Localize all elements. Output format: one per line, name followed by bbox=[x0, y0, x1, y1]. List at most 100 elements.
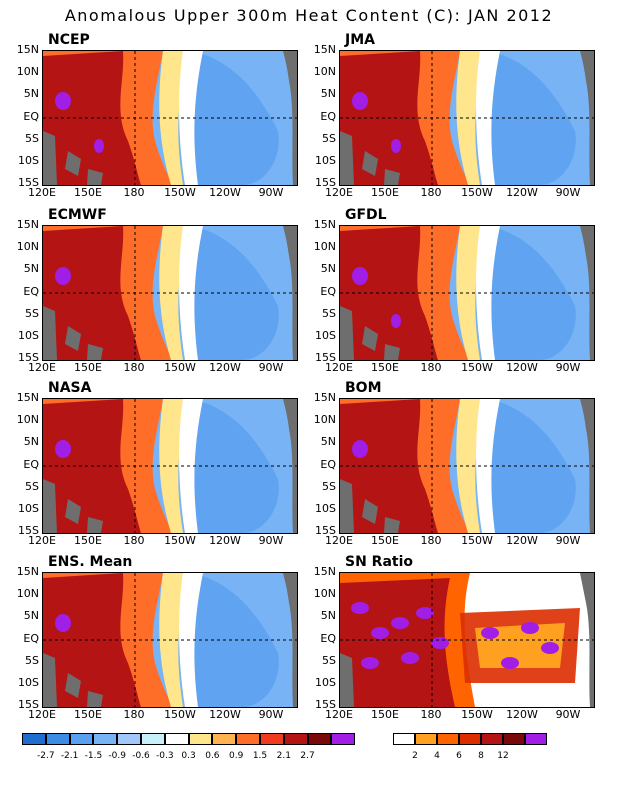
colorbar-label: -0.9 bbox=[108, 751, 126, 761]
heat-content-field bbox=[43, 226, 297, 360]
lat-tick-label: 5S bbox=[322, 132, 336, 145]
colorbar-label: 2 bbox=[412, 751, 418, 761]
lat-tick-label: 10N bbox=[313, 587, 336, 600]
lon-tick-label: 150W bbox=[164, 708, 196, 721]
heat-content-field bbox=[340, 226, 594, 360]
lat-tick-label: 15N bbox=[16, 218, 39, 231]
heat-content-field bbox=[340, 51, 594, 185]
panel-title: BOM bbox=[345, 380, 382, 396]
colorbar-label: 4 bbox=[434, 751, 440, 761]
lat-tick-label: 15N bbox=[313, 43, 336, 56]
figure-title: Anomalous Upper 300m Heat Content (C): J… bbox=[64, 6, 554, 25]
lon-tick-label: 180 bbox=[123, 708, 145, 721]
lat-tick-label: 5N bbox=[23, 609, 39, 622]
lon-tick-label: 150E bbox=[371, 708, 399, 721]
lon-tick-label: 180 bbox=[420, 186, 442, 199]
lon-tick-label: 120W bbox=[506, 186, 538, 199]
colorbar-swatch bbox=[69, 733, 94, 745]
lat-tick-label: 15N bbox=[16, 565, 39, 578]
lon-tick-label: 150W bbox=[164, 534, 196, 547]
lon-tick-label: 180 bbox=[420, 708, 442, 721]
lon-tick-label: 120W bbox=[209, 534, 241, 547]
map-plot bbox=[339, 50, 595, 186]
map-panel: NCEP 15N 10N 5N EQ 5S 10S 15S 120E 150E 180 150W 120… bbox=[0, 30, 304, 204]
colorbar-swatch bbox=[459, 733, 481, 745]
map-plot bbox=[42, 398, 298, 534]
map-plot bbox=[42, 572, 298, 708]
colorbar-swatch bbox=[283, 733, 308, 745]
colorbar-swatch bbox=[331, 733, 356, 745]
lon-tick-label: 120W bbox=[506, 361, 538, 374]
lon-tick-label: 150W bbox=[461, 534, 493, 547]
colorbar-swatch bbox=[45, 733, 70, 745]
colorbar-label: -2.7 bbox=[37, 751, 55, 761]
lat-tick-label: 15N bbox=[16, 391, 39, 404]
panel-title: ENS. Mean bbox=[48, 554, 133, 570]
lat-tick-label: 5S bbox=[25, 654, 39, 667]
lon-tick-label: 150W bbox=[164, 361, 196, 374]
colorbar-label: 1.5 bbox=[252, 751, 268, 761]
lat-tick-label: 5S bbox=[322, 307, 336, 320]
lat-tick-label: 10S bbox=[315, 154, 336, 167]
lon-tick-label: 90W bbox=[555, 186, 581, 199]
lon-tick-label: 150E bbox=[74, 186, 102, 199]
colorbar-label: 8 bbox=[478, 751, 484, 761]
lon-tick-label: 90W bbox=[555, 534, 581, 547]
colorbar-swatch bbox=[260, 733, 284, 745]
lat-tick-label: 5N bbox=[23, 87, 39, 100]
lat-tick-label: 15S bbox=[18, 698, 39, 711]
colorbar-swatch bbox=[93, 733, 118, 745]
lon-tick-label: 120E bbox=[28, 534, 56, 547]
lon-tick-label: 120W bbox=[209, 186, 241, 199]
colorbar-swatch bbox=[525, 733, 547, 745]
lat-tick-label: 5N bbox=[320, 262, 336, 275]
lat-tick-label: 5S bbox=[322, 654, 336, 667]
colorbar-label: 12 bbox=[497, 751, 509, 761]
lon-tick-label: 150E bbox=[371, 534, 399, 547]
colorbar-swatch bbox=[22, 733, 46, 745]
panel-title: GFDL bbox=[345, 207, 387, 223]
lat-tick-label: 10N bbox=[313, 413, 336, 426]
lat-tick-label: 10S bbox=[315, 676, 336, 689]
panel-title: JMA bbox=[345, 32, 375, 48]
lat-tick-label: EQ bbox=[23, 632, 39, 645]
lon-tick-label: 90W bbox=[258, 186, 284, 199]
lat-tick-label: EQ bbox=[320, 632, 336, 645]
lat-tick-label: 15S bbox=[315, 698, 336, 711]
map-panel: ENS. Mean 15N 10N 5N EQ 5S 10S 15S 120E 150E 180 15… bbox=[0, 552, 304, 726]
colorbar-label: -2.1 bbox=[60, 751, 79, 761]
colorbar-swatch bbox=[212, 733, 237, 745]
colorbar-label: -1.5 bbox=[84, 751, 103, 761]
lon-tick-label: 180 bbox=[420, 361, 442, 374]
colorbar-swatch bbox=[117, 733, 141, 745]
lon-tick-label: 150W bbox=[164, 186, 196, 199]
colorbar-label: -0.3 bbox=[156, 751, 174, 761]
lat-tick-label: 5N bbox=[320, 609, 336, 622]
lon-tick-label: 120W bbox=[209, 361, 241, 374]
lon-tick-label: 120E bbox=[28, 708, 56, 721]
lat-tick-label: 10N bbox=[16, 65, 39, 78]
heat-content-field bbox=[340, 573, 594, 707]
lat-tick-label: 10S bbox=[18, 154, 39, 167]
map-panel: NASA 15N 10N 5N EQ 5S 10S 15S 120E 150E 180 150W 120… bbox=[0, 378, 304, 552]
lat-tick-label: 10S bbox=[18, 329, 39, 342]
lat-tick-label: 10N bbox=[313, 65, 336, 78]
lon-tick-label: 150W bbox=[461, 708, 493, 721]
lon-tick-label: 150E bbox=[371, 361, 399, 374]
lon-tick-label: 180 bbox=[420, 534, 442, 547]
map-panel: BOM 15N 10N 5N EQ 5S 10S 15S 120E 150E 180 150W 120W… bbox=[297, 378, 601, 552]
map-panel: JMA 15N 10N 5N EQ 5S 10S 15S 120E 150E 180 150W 120W… bbox=[297, 30, 601, 204]
lat-tick-label: 15S bbox=[18, 351, 39, 364]
lon-tick-label: 150W bbox=[461, 361, 493, 374]
lon-tick-label: 120E bbox=[325, 534, 353, 547]
lon-tick-label: 120W bbox=[506, 534, 538, 547]
colorbar-label: 0.3 bbox=[181, 751, 196, 761]
heat-content-field bbox=[43, 399, 297, 533]
anomaly-colorbar: -2.7 -2.1 -1.5 -0.9 -0.6 -0.3 0.3 0.6 0.9 1.5 2.1 2… bbox=[22, 733, 356, 773]
lat-tick-label: 10S bbox=[315, 329, 336, 342]
lat-tick-label: 15S bbox=[18, 524, 39, 537]
colorbar-swatch bbox=[503, 733, 525, 745]
map-plot bbox=[339, 225, 595, 361]
lon-tick-label: 120E bbox=[28, 361, 56, 374]
colorbar-swatch bbox=[481, 733, 503, 745]
